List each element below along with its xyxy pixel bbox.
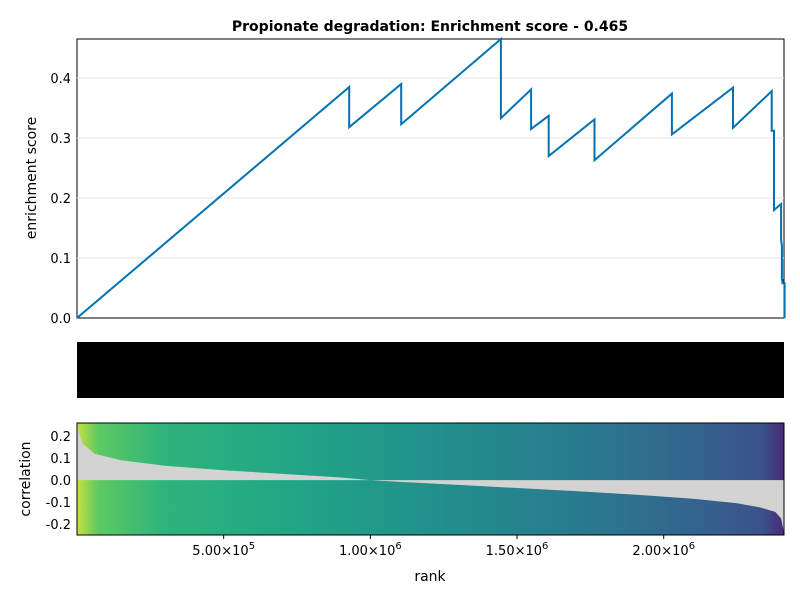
es-y-tick-label: 0.4	[50, 72, 71, 87]
corr-y-tick-label: -0.2	[46, 518, 71, 533]
correlation-area	[77, 423, 784, 533]
corr-x-ticks: 5.00×105 1.00×106 1.50×106 2.00×106	[192, 535, 695, 559]
es-y-tick-label: 0.0	[50, 312, 71, 327]
es-panel: 0.0 0.1 0.2 0.3 0.4 enrichment score	[24, 36, 786, 327]
x-axis-label: rank	[414, 569, 446, 585]
es-y-axis-label: enrichment score	[24, 117, 40, 239]
es-gridlines	[77, 77, 784, 259]
corr-x-tick-label: 2.00×106	[632, 541, 695, 559]
corr-y-axis-label: correlation	[18, 441, 34, 516]
corr-y-ticks: 0.2 0.1 0.0 -0.1 -0.2	[46, 430, 71, 533]
es-panel-frame	[76, 38, 785, 319]
corr-y-tick-label: 0.0	[50, 474, 71, 489]
es-y-tick-label: 0.3	[50, 132, 71, 147]
corr-y-tick-label: 0.2	[50, 430, 71, 445]
corr-y-tick-label: 0.1	[50, 452, 71, 467]
chart-title: Propionate degradation: Enrichment score…	[232, 19, 628, 35]
corr-x-tick-label: 5.00×105	[192, 541, 255, 559]
hit-barcode	[77, 342, 784, 398]
corr-x-tick-label: 1.50×106	[486, 541, 549, 559]
es-y-tick-label: 0.2	[50, 192, 71, 207]
es-y-tick-label: 0.1	[50, 252, 71, 267]
corr-y-tick-label: -0.1	[46, 496, 71, 511]
corr-x-tick-label: 1.00×106	[339, 541, 402, 559]
correlation-panel-frame	[76, 422, 785, 536]
enrichment-score-line	[76, 36, 786, 319]
es-y-ticks: 0.0 0.1 0.2 0.3 0.4	[50, 72, 71, 327]
correlation-panel: 0.2 0.1 0.0 -0.1 -0.2 5.00×105 1.00×106 1.50×1…	[18, 422, 785, 585]
